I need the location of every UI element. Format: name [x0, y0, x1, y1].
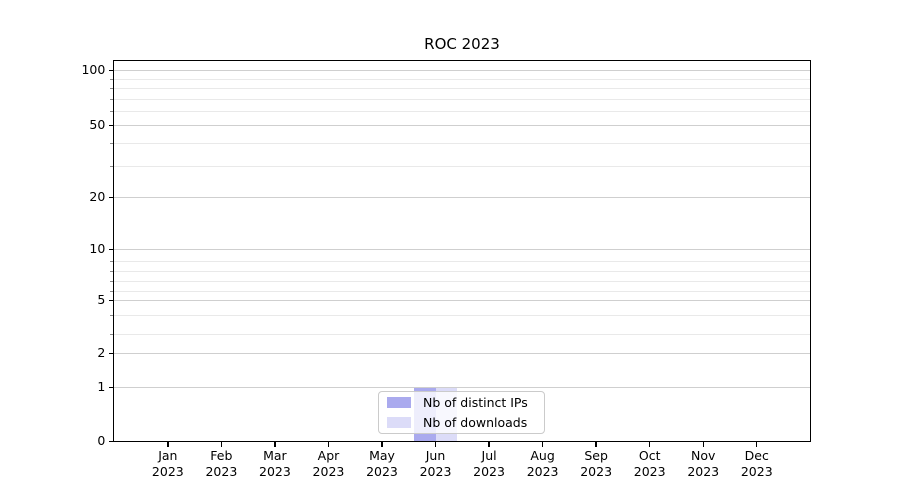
gridline-major	[114, 125, 811, 127]
x-tick-label: Apr 2023	[312, 447, 345, 479]
x-tick-label: Jan 2023	[151, 447, 184, 479]
gridline-major	[114, 387, 811, 389]
y-axis-minor-tick	[110, 271, 113, 272]
y-tick-label: 10	[89, 241, 106, 257]
x-axis-tick	[756, 442, 758, 447]
gridline-minor	[114, 110, 811, 112]
y-axis-tick	[108, 386, 113, 388]
x-axis-tick	[327, 442, 330, 447]
x-axis-tick	[220, 442, 223, 447]
gridline-major	[114, 353, 811, 355]
legend: Nb of distinct IPs Nb of downloads	[378, 391, 545, 434]
gridline-minor	[114, 333, 811, 335]
y-axis-minor-tick	[110, 291, 113, 292]
x-tick-label: Dec 2023	[740, 447, 773, 479]
gridline-minor	[114, 88, 811, 89]
x-tick-label: Jul 2023	[473, 447, 505, 479]
y-tick-label: 100	[81, 62, 106, 78]
y-axis-tick	[108, 124, 113, 126]
x-axis-tick	[274, 442, 276, 447]
legend-swatch-distinct-ips	[387, 397, 411, 408]
y-axis-minor-tick	[110, 281, 113, 282]
gridline-major	[114, 197, 811, 199]
gridline-minor	[114, 261, 811, 262]
y-tick-label: 50	[89, 117, 106, 133]
gridline-minor	[114, 315, 811, 316]
y-tick-label: 1	[97, 379, 106, 395]
y-axis-minor-tick	[110, 98, 113, 100]
x-tick-label: Mar 2023	[259, 447, 291, 479]
legend-swatch-downloads	[387, 417, 411, 428]
gridline-minor	[114, 98, 811, 100]
x-axis-tick	[381, 442, 383, 447]
y-axis-minor-tick	[110, 165, 113, 167]
x-axis-tick	[434, 442, 437, 447]
gridline-minor	[114, 165, 811, 167]
gridline-major	[114, 300, 811, 302]
chart-title: ROC 2023	[424, 35, 500, 53]
x-axis-tick	[648, 442, 651, 447]
y-axis-minor-tick	[110, 78, 113, 80]
x-tick-label: May 2023	[366, 447, 398, 479]
legend-entry-downloads: Nb of downloads	[387, 414, 544, 431]
gridline-minor	[114, 291, 811, 292]
x-tick-label: Aug 2023	[526, 447, 559, 479]
y-axis-minor-tick	[110, 315, 113, 316]
x-tick-label: Oct 2023	[633, 447, 666, 479]
y-axis-tick	[108, 248, 113, 250]
x-axis-tick	[167, 442, 169, 447]
y-tick-label: 0	[97, 433, 106, 449]
gridline-minor	[114, 78, 811, 80]
y-tick-label: 5	[97, 292, 106, 308]
x-axis-tick	[702, 442, 704, 447]
y-tick-label: 2	[97, 345, 106, 361]
y-axis-minor-tick	[110, 88, 113, 89]
x-tick-label: Jun 2023	[419, 447, 452, 479]
gridline-minor	[114, 281, 811, 282]
legend-entry-distinct-ips: Nb of distinct IPs	[387, 394, 544, 411]
y-axis-tick	[108, 440, 113, 442]
y-axis-tick	[108, 352, 113, 354]
gridline-minor	[114, 271, 811, 272]
y-tick-label: 20	[89, 189, 106, 205]
legend-label-downloads: Nb of downloads	[423, 415, 528, 430]
y-axis-minor-tick	[110, 261, 113, 262]
x-axis-tick	[595, 442, 597, 447]
y-axis-minor-tick	[110, 142, 113, 144]
x-tick-label: Sep 2023	[580, 447, 613, 479]
gridline-major	[114, 249, 811, 251]
x-axis-tick	[488, 442, 490, 447]
plot-area	[113, 60, 811, 442]
y-axis-tick	[108, 196, 113, 198]
y-axis-minor-tick	[110, 110, 113, 112]
x-axis-tick	[541, 442, 544, 447]
y-axis-tick	[108, 299, 113, 301]
gridline-major	[114, 70, 811, 72]
x-tick-label: Feb 2023	[205, 447, 238, 479]
x-tick-label: Nov 2023	[687, 447, 720, 479]
gridline-minor	[114, 142, 811, 144]
y-axis-tick	[108, 69, 113, 71]
y-axis-minor-tick	[110, 333, 113, 335]
legend-label-distinct-ips: Nb of distinct IPs	[423, 395, 528, 410]
